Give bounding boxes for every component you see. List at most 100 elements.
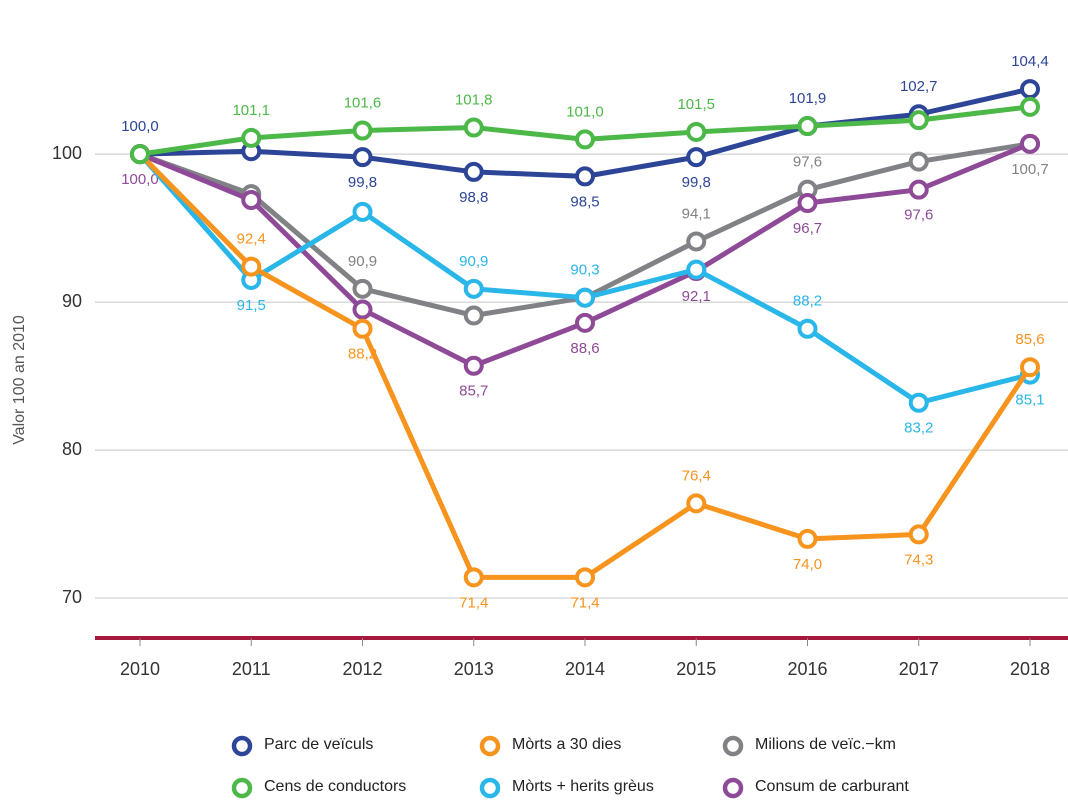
x-tick-label: 2016 bbox=[787, 659, 827, 679]
legend-label: Mòrts a 30 dies bbox=[512, 736, 621, 753]
marker bbox=[352, 278, 373, 299]
y-tick-label: 70 bbox=[62, 587, 82, 607]
marker bbox=[575, 312, 595, 333]
value-label: 71,4 bbox=[570, 594, 599, 611]
series: 92,4 88,2 71,4 71,4 76,4 74,0 74,3 85,6 bbox=[130, 144, 1045, 611]
value-label: 90,9 bbox=[348, 253, 377, 270]
value-label: 92,4 bbox=[237, 231, 266, 248]
x-tick-label: 2018 bbox=[1010, 659, 1050, 679]
y-axis-label: Valor 100 an 2010 bbox=[11, 315, 28, 445]
series: 101,1 101,6 101,8 101,0 101,5 bbox=[130, 92, 1040, 165]
legend-label: Cens de conductors bbox=[264, 778, 406, 795]
marker bbox=[575, 129, 595, 150]
y-tick-label: 90 bbox=[62, 291, 82, 311]
legend-marker bbox=[722, 735, 744, 757]
marker bbox=[575, 166, 595, 187]
marker bbox=[352, 299, 373, 320]
marker bbox=[686, 259, 707, 280]
marker bbox=[130, 144, 150, 165]
value-label: 74,0 bbox=[793, 556, 822, 573]
marker bbox=[797, 193, 818, 213]
legend-marker bbox=[722, 777, 744, 799]
legend-label: Milions de veïc.−km bbox=[755, 736, 896, 753]
legend-label: Consum de carburant bbox=[755, 778, 909, 795]
marker bbox=[463, 161, 484, 182]
legend-marker bbox=[231, 777, 253, 799]
marker bbox=[686, 493, 707, 514]
value-label: 99,8 bbox=[348, 174, 377, 191]
marker bbox=[463, 567, 484, 588]
legend-label: Mòrts + herits grèus bbox=[512, 778, 654, 795]
value-label: 102,7 bbox=[900, 78, 938, 95]
value-label: 91,5 bbox=[237, 297, 266, 314]
marker bbox=[686, 147, 707, 168]
marker bbox=[1020, 96, 1040, 117]
x-tick-label: 2014 bbox=[565, 659, 605, 679]
value-label: 88,2 bbox=[793, 293, 822, 310]
value-label: 100,7 bbox=[1011, 161, 1049, 178]
marker bbox=[241, 256, 262, 277]
series: 100,0 99,8 98,8 98,5 99,8 101,9 102,7 104,4 bbox=[121, 53, 1049, 210]
value-label: 90,9 bbox=[459, 253, 488, 270]
marker bbox=[797, 116, 818, 137]
marker bbox=[1020, 357, 1040, 378]
value-label: 98,8 bbox=[459, 189, 488, 206]
value-label: 97,6 bbox=[793, 154, 822, 171]
x-tick-label: 2010 bbox=[120, 659, 160, 679]
y-tick-label: 80 bbox=[62, 439, 82, 459]
marker bbox=[352, 147, 373, 168]
marker bbox=[463, 278, 484, 299]
marker bbox=[463, 117, 484, 138]
value-label: 100,0 bbox=[121, 118, 159, 135]
value-label: 71,4 bbox=[459, 594, 488, 611]
x-tick-label: 2013 bbox=[454, 659, 494, 679]
marker bbox=[1020, 133, 1040, 154]
marker bbox=[575, 567, 595, 588]
value-label: 100,0 bbox=[121, 171, 159, 188]
value-label: 101,5 bbox=[677, 96, 715, 113]
value-label: 83,2 bbox=[904, 420, 933, 437]
marker bbox=[352, 120, 373, 141]
value-label: 85,6 bbox=[1015, 331, 1044, 348]
value-label: 96,7 bbox=[793, 220, 822, 237]
value-label: 104,4 bbox=[1011, 53, 1049, 70]
value-label: 94,1 bbox=[682, 205, 711, 222]
series: 91,5 90,9 90,3 88,2 83,2 85,1 bbox=[130, 144, 1045, 437]
marker bbox=[908, 392, 929, 413]
value-label: 88,2 bbox=[348, 346, 377, 363]
value-label: 85,1 bbox=[1015, 392, 1044, 409]
legend-marker bbox=[479, 735, 501, 757]
value-label: 101,9 bbox=[789, 90, 827, 107]
marker bbox=[241, 127, 262, 148]
marker bbox=[908, 524, 929, 545]
value-label: 101,1 bbox=[232, 102, 270, 119]
value-label: 76,4 bbox=[682, 467, 711, 484]
value-label: 97,6 bbox=[904, 207, 933, 224]
marker bbox=[908, 179, 929, 200]
marker bbox=[908, 151, 929, 172]
value-label: 92,1 bbox=[682, 288, 711, 305]
value-label: 101,6 bbox=[344, 94, 382, 111]
value-label: 90,3 bbox=[570, 262, 599, 279]
line bbox=[138, 152, 1033, 580]
marker bbox=[463, 305, 484, 326]
value-label: 88,6 bbox=[570, 340, 599, 357]
marker bbox=[686, 121, 707, 142]
marker bbox=[1020, 79, 1040, 100]
x-tick-label: 2017 bbox=[899, 659, 939, 679]
value-label: 99,8 bbox=[682, 174, 711, 191]
value-label: 101,8 bbox=[455, 92, 493, 109]
marker bbox=[352, 318, 373, 339]
marker bbox=[797, 528, 818, 549]
marker bbox=[686, 231, 707, 252]
value-label: 85,7 bbox=[459, 383, 488, 400]
value-label: 101,0 bbox=[566, 103, 604, 120]
marker bbox=[463, 355, 484, 376]
legend-label: Parc de veïculs bbox=[264, 736, 373, 753]
legend-marker bbox=[231, 735, 253, 757]
marker bbox=[241, 190, 262, 211]
value-label: 74,3 bbox=[904, 551, 933, 568]
x-tick-label: 2015 bbox=[676, 659, 716, 679]
y-tick-label: 100 bbox=[52, 143, 82, 163]
x-tick-label: 2012 bbox=[342, 659, 382, 679]
